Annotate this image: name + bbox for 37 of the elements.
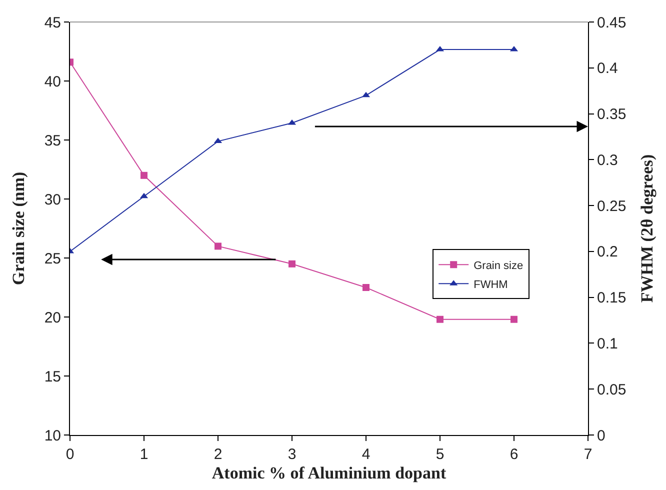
- y-tick-label: 25: [44, 250, 61, 268]
- point: [436, 316, 444, 323]
- y2-tick-label: 0.15: [597, 290, 626, 307]
- y-tick-label: 30: [44, 191, 61, 208]
- x-tick-label: 3: [288, 446, 296, 463]
- y2-tick-label: 0: [597, 427, 606, 444]
- y2-tick-label: 0.1: [597, 335, 618, 352]
- y2-tick-label: 0.35: [597, 106, 626, 124]
- y2-tick-label: 0.4: [597, 60, 618, 78]
- point: [362, 284, 370, 291]
- y-tick-label: 15: [44, 368, 61, 386]
- point: [140, 172, 148, 179]
- point: [510, 316, 518, 323]
- x-tick-label: 1: [140, 446, 148, 463]
- y-tick-label: 20: [44, 309, 61, 326]
- x-tick-label: 6: [510, 446, 518, 463]
- x-tick-label: 7: [584, 446, 592, 463]
- x-tick-label: 5: [436, 446, 444, 463]
- y2-tick-label: 0.2: [597, 244, 618, 261]
- legend-label: FWHM: [474, 278, 508, 291]
- y2-tick-label: 0.25: [597, 198, 626, 215]
- y-tick-label: 35: [44, 132, 61, 150]
- x-axis-title: Atomic % of Aluminium dopant: [212, 463, 446, 482]
- y2-axis-title: FWHM (2θ degrees): [638, 154, 657, 303]
- point: [288, 260, 296, 268]
- y-axis-title: Grain size (nm): [8, 172, 28, 286]
- y2-tick-label: 0.05: [597, 381, 626, 398]
- legend-label: Grain size: [474, 260, 524, 272]
- y-tick-label: 10: [44, 427, 61, 444]
- y2-tick-label: 0.45: [597, 14, 626, 32]
- point: [214, 242, 222, 250]
- x-tick-label: 4: [362, 446, 370, 463]
- x-tick-label: 0: [66, 446, 74, 463]
- y-tick-label: 40: [44, 73, 61, 90]
- x-tick-label: 2: [214, 446, 222, 463]
- y2-tick-label: 0.3: [597, 152, 618, 169]
- y-tick-label: 45: [44, 14, 61, 32]
